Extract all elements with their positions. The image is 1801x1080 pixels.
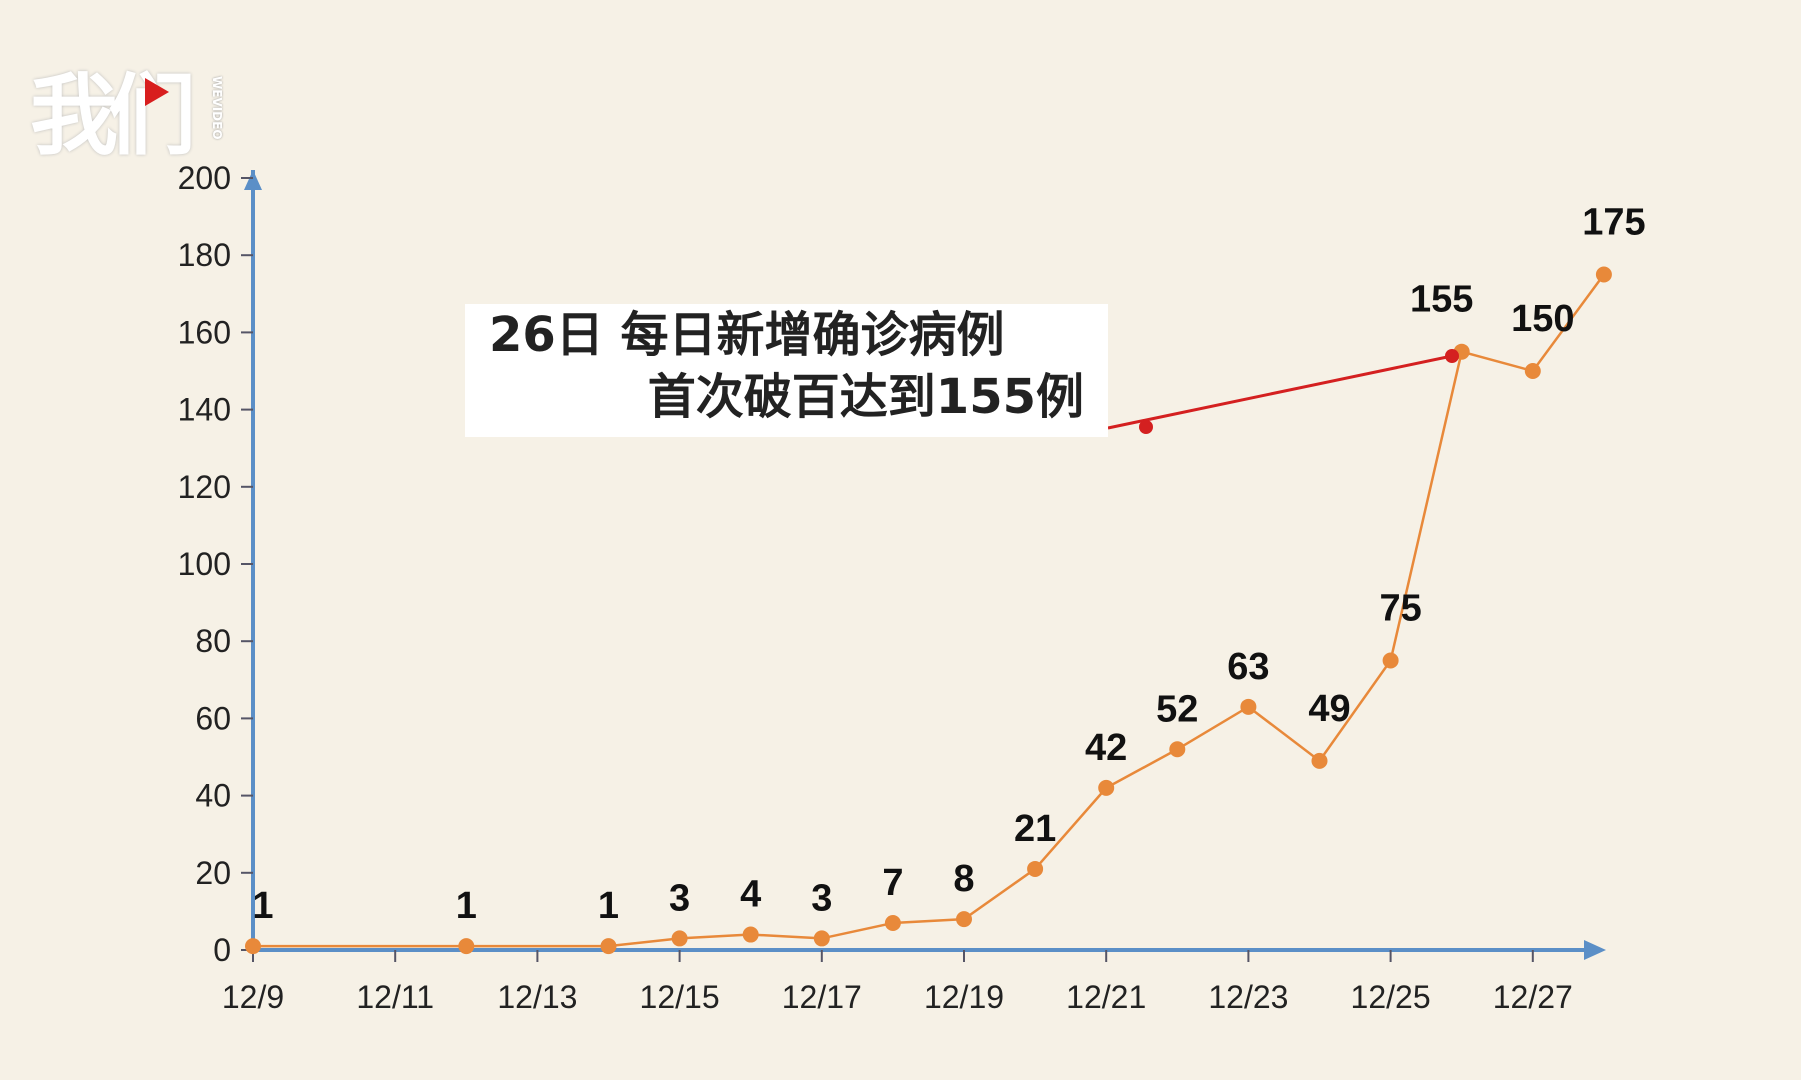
data-label: 155 (1410, 279, 1473, 321)
annotation-dot (1139, 420, 1153, 434)
watermark-subtext: WEVIDEO (210, 76, 224, 140)
y-tick-label: 140 (178, 392, 231, 428)
annotation-dot (1445, 349, 1459, 363)
data-label: 8 (953, 858, 974, 900)
data-label: 3 (811, 877, 832, 919)
data-point (671, 930, 688, 947)
data-point (1595, 266, 1612, 283)
data-label: 1 (456, 885, 477, 927)
annotation-line2: 首次破百达到155例 (647, 369, 1084, 425)
data-point (813, 930, 830, 947)
y-tick-label: 120 (178, 469, 231, 505)
data-point (1027, 860, 1044, 877)
annotation-line1: 26日 每日新增确诊病例 (489, 307, 1005, 363)
x-axis-arrow-icon (1584, 940, 1606, 960)
data-point (600, 938, 617, 955)
data-point (1382, 652, 1399, 669)
data-point (956, 911, 972, 928)
data-label: 1 (252, 885, 273, 927)
data-label: 1 (598, 885, 619, 927)
data-point (884, 914, 901, 931)
x-tick-label: 12/15 (640, 979, 720, 1015)
annotation-box: 26日 每日新增确诊病例 首次破百达到155例 (465, 304, 1108, 437)
x-tick-label: 12/17 (782, 979, 862, 1015)
data-label: 4 (740, 874, 761, 916)
data-point (245, 938, 261, 955)
data-label: 21 (1014, 808, 1056, 850)
annotation-connector (1107, 354, 1453, 430)
data-label: 175 (1582, 202, 1645, 244)
data-label: 3 (669, 877, 690, 919)
data-label: 7 (882, 862, 903, 904)
y-tick-label: 100 (178, 546, 231, 582)
data-point (1098, 779, 1115, 796)
y-tick-label: 160 (178, 314, 231, 350)
x-tick-label: 12/11 (356, 979, 434, 1015)
x-tick-label: 12/13 (497, 979, 577, 1015)
x-tick-label: 12/27 (1493, 979, 1573, 1015)
x-tick-label: 12/25 (1351, 979, 1431, 1015)
y-tick-label: 0 (213, 932, 231, 968)
data-label: 52 (1156, 688, 1198, 730)
data-point (1240, 698, 1257, 715)
x-tick-label: 12/23 (1208, 979, 1288, 1015)
y-tick-label: 180 (178, 237, 231, 273)
y-tick-label: 80 (195, 623, 231, 659)
data-point (458, 938, 475, 955)
x-tick-label: 12/19 (924, 979, 1004, 1015)
y-axis-arrow-icon (244, 170, 262, 190)
data-point (1524, 363, 1541, 379)
data-label: 63 (1227, 646, 1269, 688)
data-point (1311, 752, 1328, 769)
data-point (1169, 741, 1186, 758)
watermark-logo: 我们 WEVIDEO (30, 68, 230, 163)
data-label: 75 (1379, 588, 1421, 630)
y-tick-label: 40 (195, 778, 231, 814)
y-tick-label: 60 (195, 700, 231, 736)
x-tick-label: 12/21 (1066, 979, 1146, 1015)
y-tick-label: 200 (178, 160, 231, 196)
data-label: 49 (1308, 688, 1350, 730)
data-label: 42 (1085, 727, 1127, 769)
play-icon (145, 78, 169, 106)
data-point (742, 926, 759, 943)
data-label: 150 (1511, 298, 1574, 340)
x-tick-label: 12/9 (222, 979, 284, 1015)
y-tick-label: 20 (195, 855, 231, 891)
